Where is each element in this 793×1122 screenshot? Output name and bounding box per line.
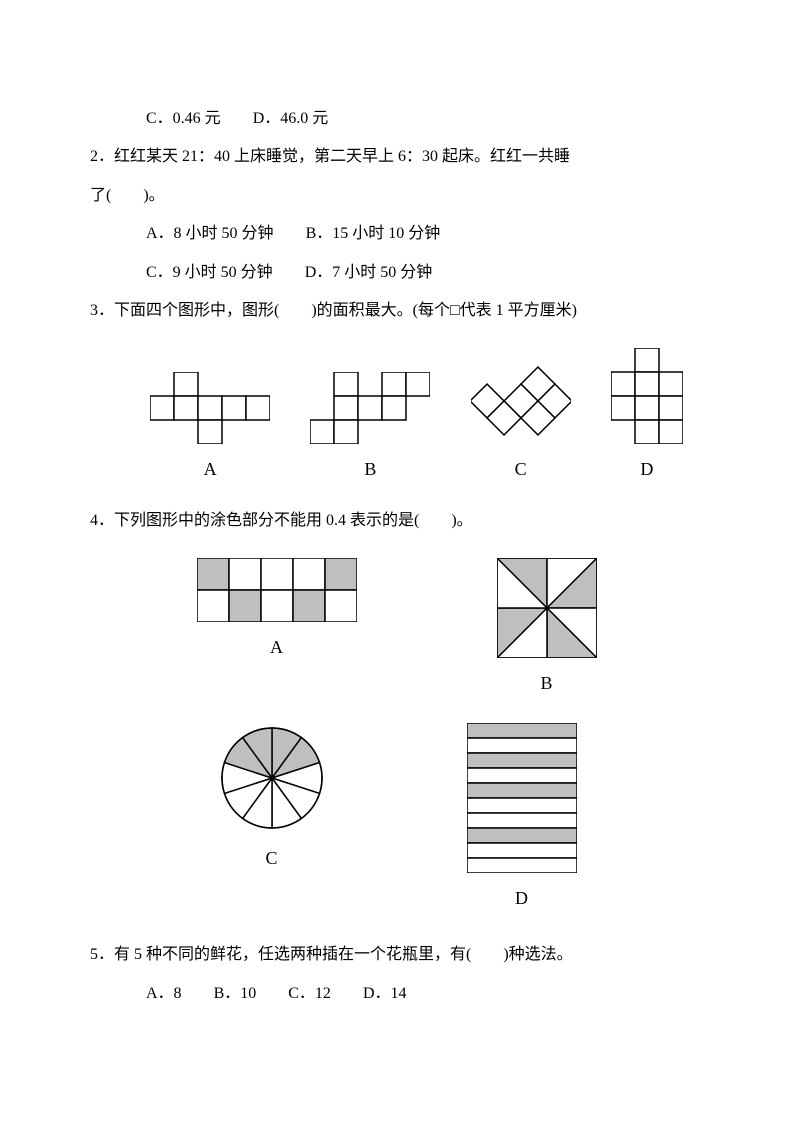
- q3-figures: A B: [130, 348, 703, 491]
- q1-opt-c: C．0.46 元: [146, 110, 221, 127]
- q4-label-c: C: [217, 837, 327, 880]
- q4-text: 4．下列图形中的涂色部分不能用 0.4 表示的是( )。: [90, 502, 703, 540]
- q3-fig-d: D: [611, 348, 683, 491]
- q3-label-a: A: [150, 448, 270, 491]
- q4-figures-row2: C D: [90, 723, 703, 920]
- q2-opt-a: A．8 小时 50 分钟: [146, 225, 274, 242]
- q3-fig-b: B: [310, 372, 430, 491]
- q5-options: A．8 B．10 C．12 D．14: [90, 975, 703, 1013]
- q5-opt-b: B．10: [214, 985, 257, 1002]
- q4-label-d: D: [467, 877, 577, 920]
- q2-opt-d: D．7 小时 50 分钟: [305, 264, 433, 281]
- q4-fig-a: A: [197, 558, 357, 705]
- q2-options-ab: A．8 小时 50 分钟 B．15 小时 10 分钟: [90, 215, 703, 253]
- q5-text: 5．有 5 种不同的鲜花，任选两种插在一个花瓶里，有( )种选法。: [90, 936, 703, 974]
- q2-options-cd: C．9 小时 50 分钟 D．7 小时 50 分钟: [90, 254, 703, 292]
- q4-fig-d: D: [467, 723, 577, 920]
- q5-opt-a: A．8: [146, 985, 182, 1002]
- q3-label-b: B: [310, 448, 430, 491]
- q1-options-cd: C．0.46 元 D．46.0 元: [90, 100, 703, 138]
- q4-fig-c: C: [217, 723, 327, 920]
- q3-fig-a: A: [150, 372, 270, 491]
- q5-opt-c: C．12: [288, 985, 331, 1002]
- q2-opt-c: C．9 小时 50 分钟: [146, 264, 273, 281]
- q3-text: 3．下面四个图形中，图形( )的面积最大。(每个□代表 1 平方厘米): [90, 292, 703, 330]
- q4-label-a: A: [197, 626, 357, 669]
- q4-label-b: B: [497, 662, 597, 705]
- q3-fig-c: C: [471, 359, 571, 491]
- q5-opt-d: D．14: [363, 985, 407, 1002]
- q2-text-2: 了( )。: [90, 177, 703, 215]
- q3-label-c: C: [471, 448, 571, 491]
- q2-text-1: 2．红红某天 21：40 上床睡觉，第二天早上 6：30 起床。红红一共睡: [90, 138, 703, 176]
- q1-opt-d: D．46.0 元: [253, 110, 329, 127]
- q3-label-d: D: [611, 448, 683, 491]
- q2-opt-b: B．15 小时 10 分钟: [306, 225, 441, 242]
- q4-fig-b: B: [497, 558, 597, 705]
- q4-figures-row1: A B: [90, 558, 703, 705]
